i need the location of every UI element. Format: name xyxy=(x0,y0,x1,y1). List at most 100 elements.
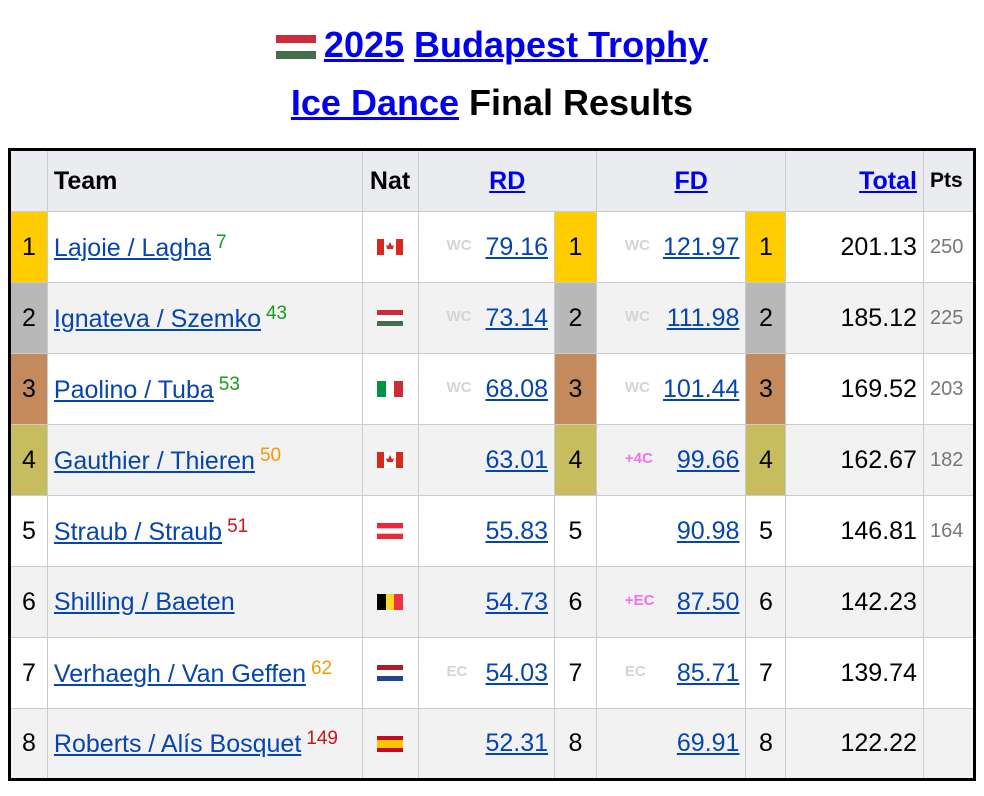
fd-score[interactable]: 90.98 xyxy=(676,516,740,545)
fd-score[interactable]: 87.50 xyxy=(676,587,740,616)
flag xyxy=(377,239,404,255)
rd-cell: 52.31 xyxy=(417,708,556,780)
place-cell: 4 xyxy=(9,424,48,496)
fd-cell: 90.98 xyxy=(595,495,747,567)
total-cell: 162.67 xyxy=(785,424,924,496)
rd-link[interactable]: RD xyxy=(489,166,526,195)
nat-cell xyxy=(361,637,419,709)
fd-badge: WC xyxy=(624,307,650,325)
results-table: Team Nat RD FD Total Pts 1 Lajoie / Lagha… xyxy=(8,148,976,781)
header-cell: Total xyxy=(785,149,924,212)
nat-cell xyxy=(361,708,419,780)
nat-cell xyxy=(361,353,419,425)
fd-place: 4 xyxy=(745,424,787,496)
discipline-link[interactable]: Ice Dance xyxy=(290,82,460,123)
fd-score[interactable]: 85.71 xyxy=(676,658,740,687)
nat-cell xyxy=(361,282,419,354)
pts-cell xyxy=(922,708,976,780)
fd-score[interactable]: 111.98 xyxy=(666,303,740,332)
flag xyxy=(377,523,404,539)
total-cell: 169.52 xyxy=(785,353,924,425)
nat-cell xyxy=(361,495,419,567)
rd-place: 5 xyxy=(554,495,597,567)
flag xyxy=(377,665,404,681)
fd-place: 8 xyxy=(745,708,787,780)
title-line: Ice Dance Final Results xyxy=(0,74,984,132)
result-row: 1 Lajoie / Lagha 7 WC 79.16 1 WC 121.97 1 201.13 2… xyxy=(9,211,976,283)
total-cell: 201.13 xyxy=(785,211,924,283)
total-link[interactable]: Total xyxy=(859,166,917,195)
fd-badge: +4C xyxy=(624,449,653,467)
rd-badge: WC xyxy=(446,236,472,254)
fd-link[interactable]: FD xyxy=(674,166,708,195)
pts-cell: 225 xyxy=(922,282,976,354)
fd-badge: WC xyxy=(624,236,650,254)
fd-place: 3 xyxy=(745,353,787,425)
table-body: 1 Lajoie / Lagha 7 WC 79.16 1 WC 121.97 1 201.13 2… xyxy=(9,211,976,780)
result-row: 4 Gauthier / Thieren 50 63.01 4 +4C 99.66 4 162.… xyxy=(9,424,976,496)
rd-score[interactable]: 73.14 xyxy=(485,303,549,332)
team-link[interactable]: Shilling / Baeten xyxy=(53,587,235,616)
rd-score[interactable]: 79.16 xyxy=(485,232,549,261)
world-rank: 53 xyxy=(218,373,240,395)
rd-score[interactable]: 54.03 xyxy=(485,658,549,687)
rd-score[interactable]: 63.01 xyxy=(485,445,549,474)
team-link[interactable]: Verhaegh / Van Geffen xyxy=(53,659,306,688)
team-link[interactable]: Paolino / Tuba xyxy=(53,375,214,404)
team-link[interactable]: Gauthier / Thieren xyxy=(53,446,255,475)
header-cell: FD xyxy=(595,149,787,212)
rd-place: 2 xyxy=(554,282,597,354)
rd-badge: WC xyxy=(446,378,472,396)
world-rank: 7 xyxy=(216,231,227,253)
header-cell: Team xyxy=(46,149,363,212)
event-link[interactable]: Budapest Trophy xyxy=(414,24,709,65)
pts-cell xyxy=(922,566,976,638)
team-cell: Ignateva / Szemko 43 xyxy=(46,282,363,354)
rd-cell: WC 79.16 xyxy=(417,211,556,283)
rd-score[interactable]: 52.31 xyxy=(485,729,549,757)
world-rank: 43 xyxy=(265,302,288,324)
team-cell: Lajoie / Lagha 7 xyxy=(46,211,363,283)
fd-cell: WC 121.97 xyxy=(595,211,747,283)
flag xyxy=(377,310,404,326)
rd-place: 7 xyxy=(554,637,597,709)
fd-cell: WC 101.44 xyxy=(595,353,747,425)
team-link[interactable]: Roberts / Alís Bosquet xyxy=(53,730,302,758)
world-rank: 51 xyxy=(227,515,249,537)
flag-icon xyxy=(275,35,316,59)
team-link[interactable]: Lajoie / Lagha xyxy=(53,233,212,262)
header-cell: RD xyxy=(417,149,597,212)
flag xyxy=(377,735,404,752)
fd-cell: WC 111.98 xyxy=(595,282,747,354)
fd-score[interactable]: 121.97 xyxy=(662,232,740,261)
rd-badge: WC xyxy=(446,307,472,325)
title: 2025 Budapest Trophy Ice Dance Final Res… xyxy=(0,0,984,132)
fd-score[interactable]: 99.66 xyxy=(676,445,740,474)
team-cell: Straub / Straub 51 xyxy=(46,495,363,567)
fd-place: 2 xyxy=(745,282,787,354)
header-cell: Pts xyxy=(922,149,976,212)
year-link[interactable]: 2025 xyxy=(323,24,405,65)
place-cell: 8 xyxy=(9,708,48,780)
rd-cell: WC 73.14 xyxy=(417,282,556,354)
place-cell: 3 xyxy=(9,353,48,425)
rd-place: 6 xyxy=(554,566,597,638)
team-link[interactable]: Ignateva / Szemko xyxy=(53,304,261,333)
total-cell: 139.74 xyxy=(785,637,924,709)
fd-score[interactable]: 101.44 xyxy=(662,374,740,403)
rd-place: 8 xyxy=(554,708,597,780)
place-cell: 2 xyxy=(9,282,48,354)
fd-cell: 69.91 xyxy=(595,708,747,780)
rd-score[interactable]: 55.83 xyxy=(485,516,549,545)
total-cell: 122.22 xyxy=(785,708,924,780)
flag xyxy=(377,594,404,610)
rd-score[interactable]: 54.73 xyxy=(485,587,549,616)
team-cell: Roberts / Alís Bosquet 149 xyxy=(46,708,363,780)
nat-cell xyxy=(361,211,419,283)
rd-score[interactable]: 68.08 xyxy=(485,374,549,403)
team-link[interactable]: Straub / Straub xyxy=(53,517,223,546)
world-rank: 62 xyxy=(310,657,333,679)
fd-score[interactable]: 69.91 xyxy=(676,729,740,757)
nat-cell xyxy=(361,566,419,638)
